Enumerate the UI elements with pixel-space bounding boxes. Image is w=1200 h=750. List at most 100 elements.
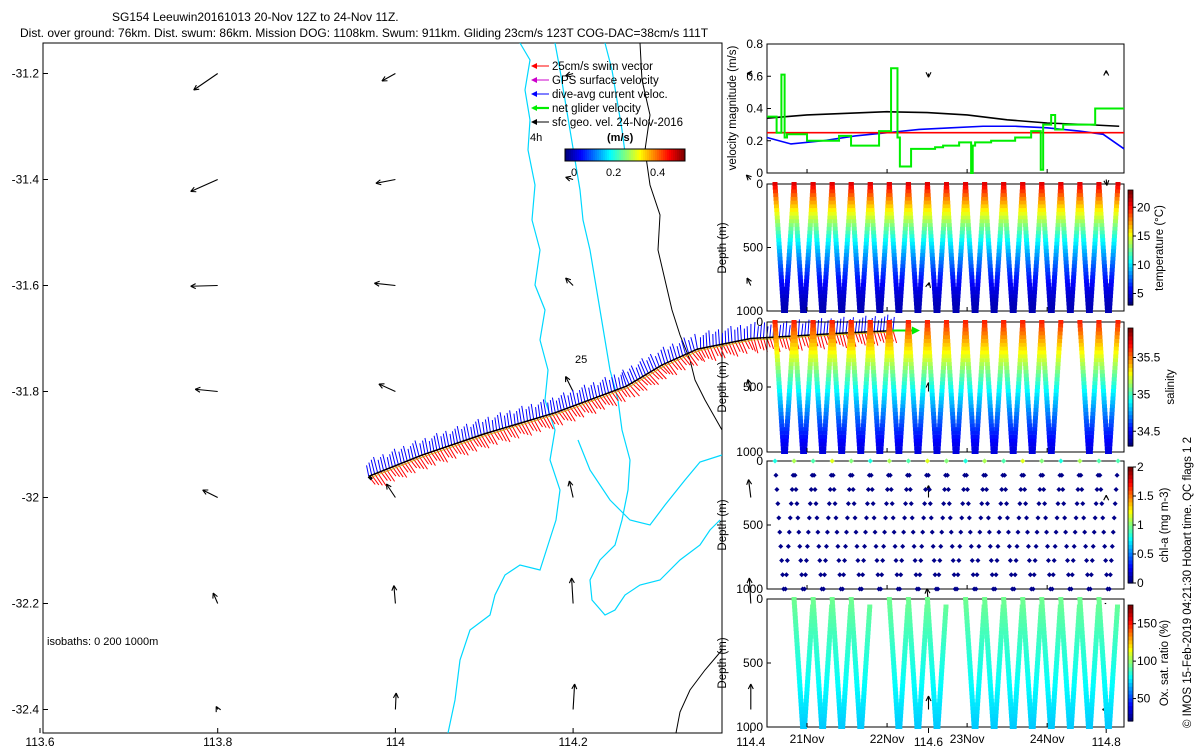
section-sample xyxy=(826,362,832,367)
section-sample xyxy=(970,286,976,291)
chla-sample xyxy=(973,586,979,592)
section-sample xyxy=(1079,346,1085,351)
section-sample xyxy=(878,309,884,313)
section-sample xyxy=(1013,691,1019,696)
dac-vector xyxy=(487,416,491,433)
section-sample xyxy=(796,249,802,254)
salinity-ylabel: Depth (m) xyxy=(717,361,729,412)
section-sample xyxy=(1055,645,1061,650)
dac-vector xyxy=(588,387,592,400)
section-sample xyxy=(1044,256,1050,261)
section-sample xyxy=(963,331,969,336)
section-sample xyxy=(881,396,887,401)
section-sample xyxy=(993,709,999,714)
section-sample xyxy=(960,358,966,363)
section-sample xyxy=(921,653,927,658)
section-sample xyxy=(1103,290,1109,295)
chla-sample xyxy=(1087,586,1093,592)
section-colorbar-swatch xyxy=(1128,339,1133,345)
section-sample xyxy=(978,381,984,386)
section-sample xyxy=(853,245,859,250)
map-xtick-label: 114.2 xyxy=(559,735,588,749)
chla-sample xyxy=(1006,543,1012,549)
section-sample xyxy=(1085,297,1091,302)
geo-velocity-arrow xyxy=(571,683,578,710)
section-sample xyxy=(863,388,869,393)
section-sample xyxy=(1008,702,1014,707)
section-sample xyxy=(799,294,805,299)
section-sample xyxy=(854,267,860,272)
section-sample xyxy=(1108,282,1114,287)
section-sample xyxy=(900,264,906,269)
section-sample xyxy=(850,623,856,628)
section-sample xyxy=(892,400,898,405)
section-colorbar-swatch xyxy=(1128,216,1133,222)
dac-vector xyxy=(581,387,586,402)
section-colorbar-swatch xyxy=(1128,414,1133,420)
section-sample xyxy=(823,687,829,692)
section-colorbar-swatch xyxy=(1128,474,1133,480)
section-colorbar-swatch xyxy=(1128,616,1133,622)
section-sample xyxy=(1100,657,1106,662)
section-sample xyxy=(889,354,895,359)
section-sample xyxy=(835,411,841,416)
section-sample xyxy=(1084,427,1090,432)
section-sample xyxy=(1047,717,1053,722)
section-sample xyxy=(899,687,905,692)
section-sample xyxy=(1034,664,1040,669)
section-sample xyxy=(859,438,865,443)
section-sample xyxy=(999,350,1005,355)
section-sample xyxy=(1027,290,1033,295)
section-sample xyxy=(795,373,801,378)
section-sample xyxy=(1040,196,1046,201)
section-sample xyxy=(1046,702,1052,707)
section-sample xyxy=(860,427,866,432)
section-sample xyxy=(1001,193,1007,198)
section-sample xyxy=(922,354,928,359)
section-sample xyxy=(824,672,830,677)
section-sample xyxy=(1099,223,1105,228)
section-sample xyxy=(1071,691,1077,696)
section-sample xyxy=(1037,204,1043,209)
section-sample xyxy=(1024,664,1030,669)
section-sample xyxy=(815,664,821,669)
chla-sample xyxy=(786,529,792,535)
chla-sample xyxy=(993,572,999,578)
geo-arrow-head xyxy=(190,283,196,290)
section-sample xyxy=(880,271,886,276)
section-sample xyxy=(865,219,871,224)
section-sample xyxy=(1035,649,1041,654)
chla-sample xyxy=(1103,558,1109,564)
section-sample xyxy=(908,630,914,635)
section-sample xyxy=(792,189,798,194)
section-sample xyxy=(794,223,800,228)
chla-sample xyxy=(930,543,936,549)
section-sample xyxy=(986,245,992,250)
section-sample xyxy=(893,415,899,420)
section-sample xyxy=(883,369,889,374)
section-sample xyxy=(964,342,970,347)
section-sample xyxy=(889,642,895,647)
section-sample xyxy=(1006,267,1012,272)
section-sample xyxy=(837,438,843,443)
section-sample xyxy=(987,679,993,684)
section-colorbar-swatch xyxy=(1128,571,1133,576)
oxygen-section-panel: Depth (m) Ox. sat. ratio (%) 05001000501… xyxy=(717,592,1171,734)
section-colorbar-tick-label: 10 xyxy=(1137,258,1151,272)
chla-sample xyxy=(921,515,927,521)
section-sample xyxy=(1014,400,1020,405)
section-sample xyxy=(828,339,834,344)
section-sample xyxy=(985,365,991,370)
section-sample xyxy=(1070,290,1076,295)
geo-arrow-head xyxy=(567,480,574,487)
section-sample xyxy=(864,230,870,235)
section-sample xyxy=(861,683,867,688)
section-sample xyxy=(779,279,785,284)
chla-sample xyxy=(987,543,993,549)
section-sample xyxy=(1047,442,1053,447)
section-sample xyxy=(1023,365,1029,370)
section-sample xyxy=(1098,627,1104,632)
chla-sample xyxy=(831,486,837,492)
section-sample xyxy=(987,256,993,261)
section-sample xyxy=(1069,709,1075,714)
